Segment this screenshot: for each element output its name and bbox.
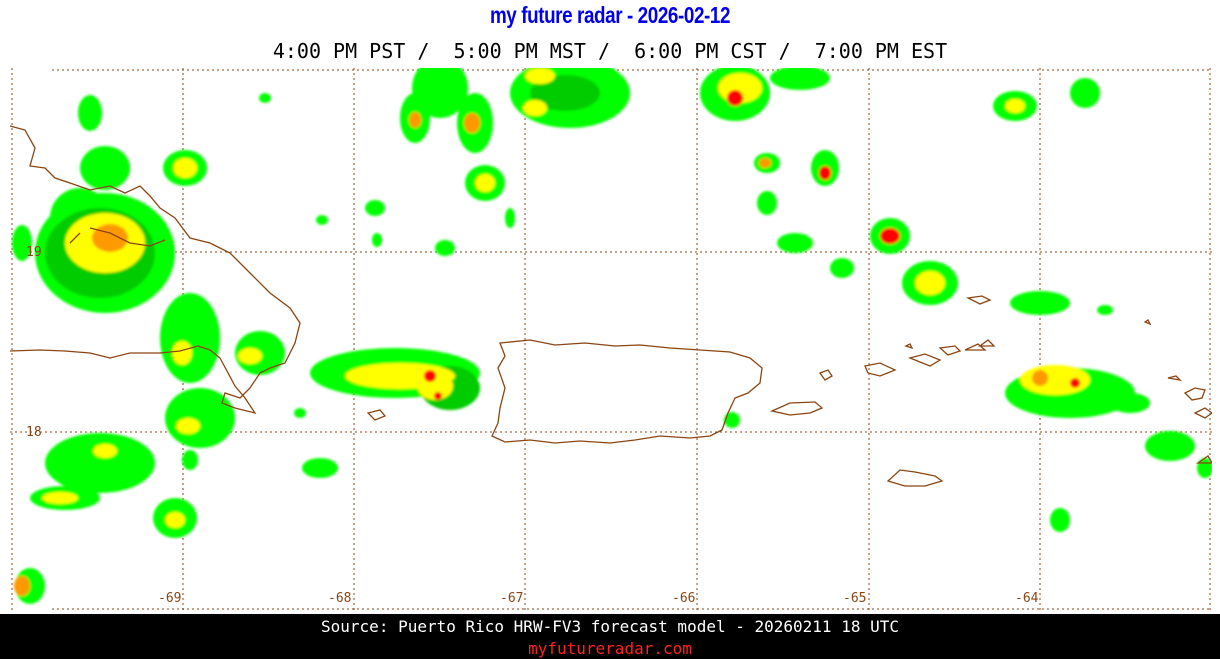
lon-label-69: -69 (158, 591, 181, 606)
anegada (965, 295, 992, 305)
echo-east (724, 365, 1212, 532)
antigua (1195, 455, 1212, 464)
lat-label-18: 18 (26, 425, 42, 440)
time-zones-line: 4:00 PM PST / 5:00 PM MST / 6:00 PM CST … (272, 39, 948, 63)
hispaniola-coast (10, 125, 301, 415)
st-croix (886, 469, 944, 487)
puerto-rico-coast (491, 339, 763, 444)
axis-labels: 19 18 -69 -68 -67 -66 -65 -64 (26, 245, 1039, 606)
mona-island (366, 409, 387, 421)
echo-northeast (700, 68, 1113, 315)
anguilla (1167, 375, 1182, 381)
lon-label-67: -67 (500, 591, 523, 606)
site-link[interactable]: myfutureradar.com (528, 639, 692, 658)
echo-north (316, 68, 630, 256)
source-text: Source: Puerto Rico HRW-FV3 forecast mod… (321, 617, 899, 636)
lon-label-65: -65 (843, 591, 866, 606)
bvi (907, 339, 996, 367)
vieques (769, 401, 824, 416)
radar-echoes (12, 68, 1212, 604)
radar-map: 19 18 -69 -68 -67 -66 -65 -64 (10, 68, 1212, 613)
lon-label-68: -68 (328, 591, 351, 606)
culebra (818, 369, 833, 381)
footer-bar: Source: Puerto Rico HRW-FV3 forecast mod… (0, 614, 1220, 659)
hispaniola-inner (69, 227, 166, 247)
lon-label-66: -66 (672, 591, 695, 606)
echo-mona-band (294, 348, 480, 478)
coastlines (10, 125, 1212, 487)
lon-label-64: -64 (1015, 591, 1039, 606)
small-isle-1 (904, 319, 1152, 350)
st-martin (1183, 387, 1206, 401)
st-barth (1193, 407, 1212, 419)
st-thomas (864, 362, 897, 377)
echo-hispaniola-west (12, 93, 285, 604)
lat-label-19: 19 (26, 245, 42, 260)
map-title: my future radar - 2026-02-12 (489, 2, 731, 28)
